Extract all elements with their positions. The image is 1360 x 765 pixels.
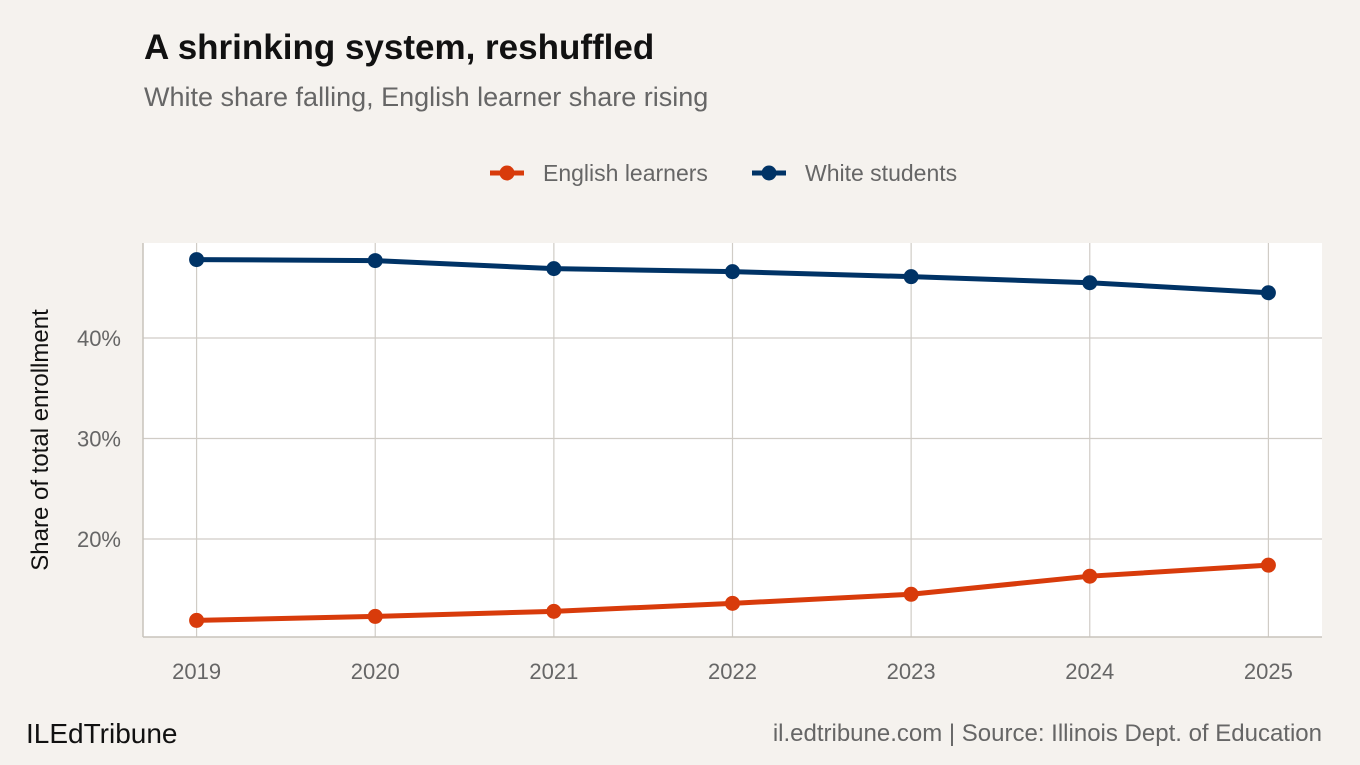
brand-logo-text: ILEdTribune [26,718,178,749]
y-axis-label: Share of total enrollment [27,309,54,571]
data-point [903,269,919,285]
x-tick-label: 2024 [1065,659,1114,684]
data-point [725,264,740,280]
chart-subtitle: White share falling, English learner sha… [144,82,709,112]
y-tick-label: 20% [77,527,121,552]
data-point [367,608,383,624]
data-point [546,261,562,277]
x-tick-label: 2025 [1244,659,1293,684]
data-point [1260,285,1276,301]
x-tick-label: 2022 [708,659,757,684]
x-tick-label: 2023 [887,659,936,684]
data-point [189,612,205,628]
legend-key-point [761,165,777,181]
data-point [546,603,562,619]
legend-label: White students [805,160,957,186]
legend-key-point [499,165,515,181]
chart-title: A shrinking system, reshuffled [144,28,655,67]
x-tick-label: 2019 [172,659,221,684]
y-tick-label: 40% [77,326,121,351]
data-point [903,586,919,602]
data-point [1260,557,1276,573]
data-point [367,253,383,269]
source-caption: il.edtribune.com | Source: Illinois Dept… [772,720,1322,747]
x-tick-label: 2021 [529,659,578,684]
legend-label: English learners [543,160,708,186]
y-tick-label: 30% [77,426,121,451]
data-point [189,252,205,268]
data-point [1082,275,1098,291]
x-tick-label: 2020 [351,659,400,684]
data-point [725,595,740,611]
data-point [1082,568,1098,584]
